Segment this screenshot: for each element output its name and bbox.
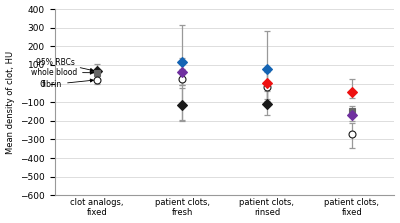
Text: 95% RBCs: 95% RBCs xyxy=(36,58,94,71)
Text: whole blood: whole blood xyxy=(31,68,93,77)
Y-axis label: Mean density of clot, HU: Mean density of clot, HU xyxy=(6,51,14,154)
Text: fibrin: fibrin xyxy=(42,79,93,89)
